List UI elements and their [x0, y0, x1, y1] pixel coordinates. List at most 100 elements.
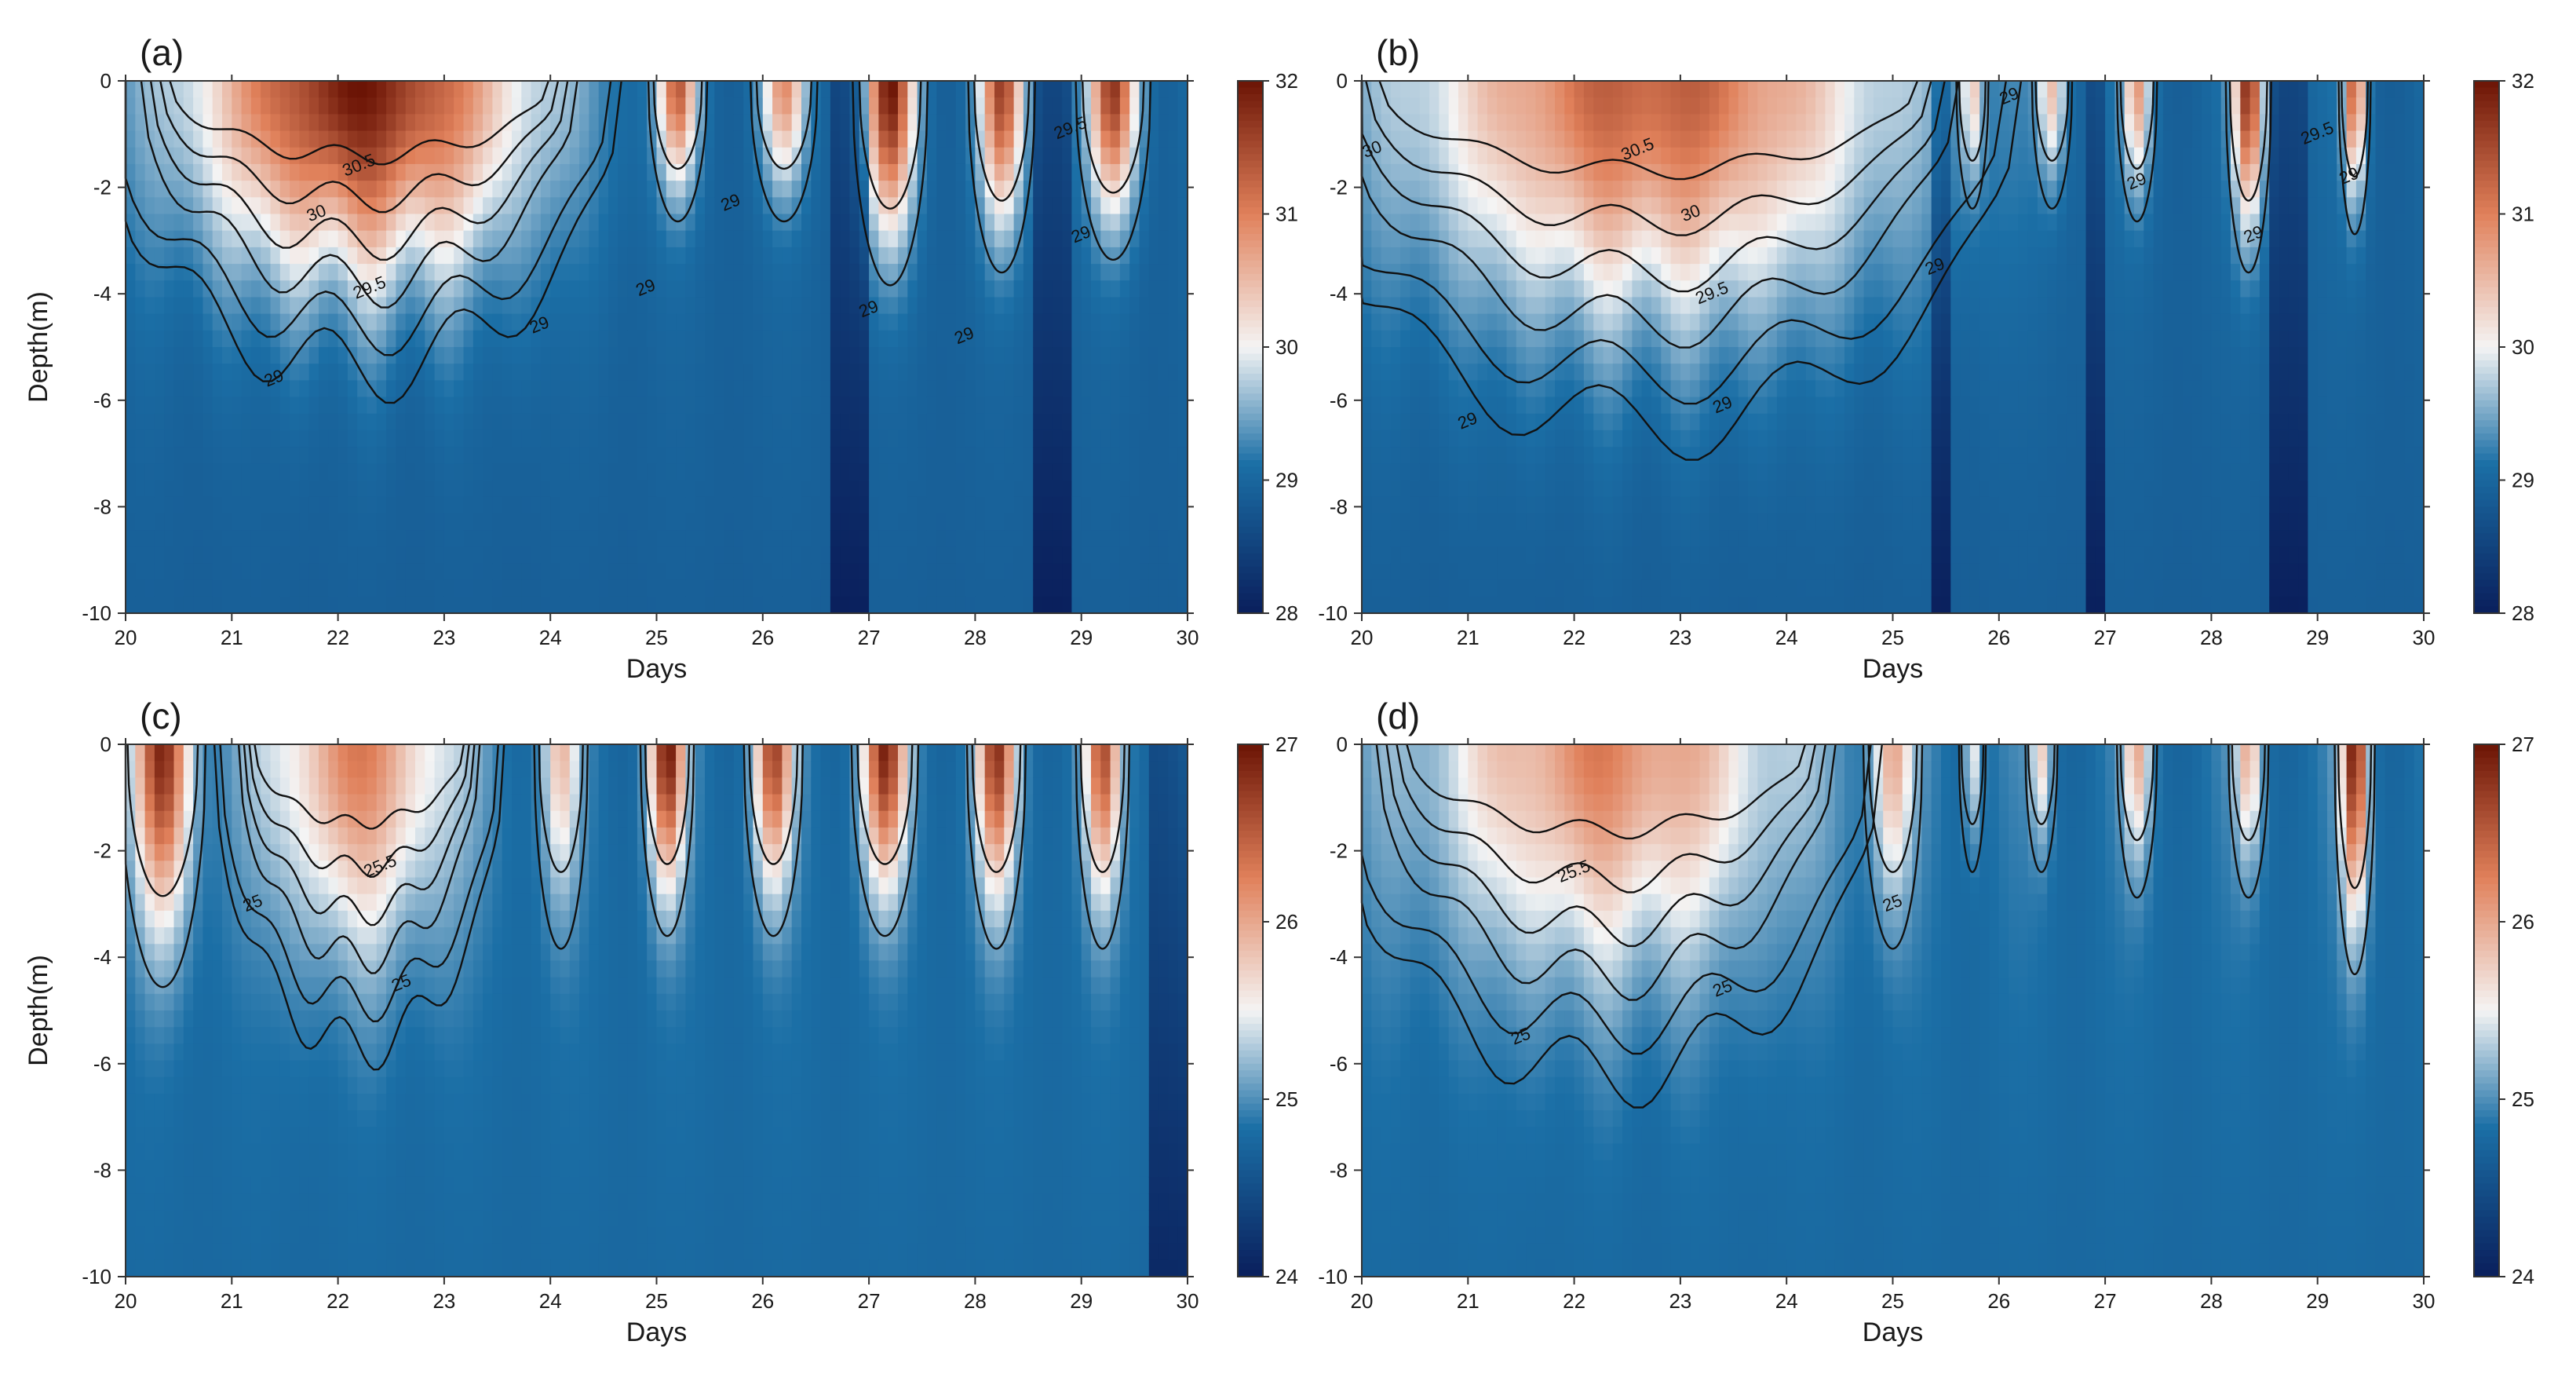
heatmap-cell [984, 330, 995, 348]
heatmap-cell [1168, 163, 1179, 181]
heatmap-cell [984, 563, 995, 581]
heatmap-cell [405, 463, 416, 481]
heatmap-cell [183, 97, 194, 115]
heatmap-cell [1448, 413, 1459, 431]
heatmap-cell [878, 313, 889, 331]
heatmap-cell [425, 513, 436, 531]
heatmap-cell [1738, 81, 1749, 98]
heatmap-cell [589, 114, 600, 132]
heatmap-cell [917, 81, 928, 98]
heatmap-cell [1119, 130, 1130, 148]
heatmap-cell [1139, 413, 1150, 431]
heatmap-cell [338, 530, 348, 547]
heatmap-cell [830, 330, 841, 348]
heatmap-cell [1419, 181, 1430, 198]
heatmap-cell [299, 413, 310, 431]
heatmap-cell [222, 447, 232, 464]
heatmap-cell [338, 429, 348, 448]
heatmap-cell [579, 396, 589, 415]
heatmap-cell [1139, 380, 1150, 398]
heatmap-cell [1033, 447, 1044, 464]
heatmap-cell [1690, 396, 1701, 415]
heatmap-cell [1661, 347, 1672, 364]
heatmap-cell [685, 530, 696, 547]
colorbar-swatch [1238, 533, 1263, 541]
heatmap-cell [1680, 480, 1691, 498]
heatmap-cell [1091, 447, 1101, 464]
heatmap-cell [898, 347, 908, 364]
heatmap-cell [1564, 297, 1575, 315]
heatmap-cell [1487, 530, 1498, 547]
heatmap-cell [1419, 280, 1430, 298]
heatmap-cell [1381, 563, 1392, 581]
heatmap-cell [869, 496, 879, 514]
heatmap-cell [1622, 97, 1633, 115]
heatmap-cell [483, 429, 493, 448]
heatmap-cell [290, 330, 300, 348]
heatmap-cell [724, 429, 735, 448]
heatmap-cell [656, 513, 667, 531]
heatmap-cell [1023, 297, 1034, 315]
heatmap-cell [975, 396, 986, 415]
heatmap-cell [1429, 429, 1439, 448]
heatmap-cell [859, 496, 870, 514]
heatmap-cell [319, 264, 329, 281]
heatmap-cell [782, 413, 793, 431]
heatmap-cell [1390, 596, 1401, 614]
heatmap-cell [1429, 97, 1439, 115]
heatmap-cell [946, 114, 957, 132]
heatmap-cell [135, 480, 146, 498]
heatmap-cell [193, 579, 203, 597]
heatmap-cell [203, 214, 213, 232]
heatmap-cell [1148, 396, 1159, 415]
heatmap-cell [1535, 297, 1546, 315]
heatmap-cell [1477, 230, 1488, 248]
heatmap-cell [743, 181, 754, 198]
heatmap-cell [1574, 530, 1585, 547]
heatmap-cell [618, 130, 629, 148]
heatmap-cell [1023, 447, 1034, 464]
heatmap-cell [386, 230, 396, 248]
heatmap-cell [1632, 163, 1643, 181]
heatmap-cell [1603, 396, 1614, 415]
heatmap-cell [279, 546, 290, 565]
heatmap-cell [840, 513, 851, 531]
heatmap-cell [1110, 147, 1121, 165]
heatmap-cell [1535, 480, 1546, 498]
heatmap-cell [222, 496, 232, 514]
heatmap-cell [1699, 579, 1710, 597]
heatmap-cell [454, 596, 465, 614]
heatmap-cell [1680, 530, 1691, 547]
heatmap-cell [946, 579, 957, 597]
heatmap-cell [714, 347, 725, 364]
colorbar-swatch [1238, 307, 1263, 315]
heatmap-cell [308, 396, 319, 415]
heatmap-cell [608, 130, 618, 148]
heatmap-cell [203, 130, 213, 148]
heatmap-cell [965, 480, 976, 498]
heatmap-cell [627, 330, 638, 348]
heatmap-cell [811, 313, 822, 331]
heatmap-cell [1583, 413, 1594, 431]
heatmap-cell [1719, 447, 1729, 464]
heatmap-cell [1091, 130, 1101, 148]
heatmap-cell [222, 114, 232, 132]
heatmap-cell [1574, 596, 1585, 614]
heatmap-cell [1506, 463, 1517, 481]
heatmap-cell [434, 480, 445, 498]
heatmap-cell [241, 579, 252, 597]
colorbar-swatch [1238, 107, 1263, 115]
heatmap-cell [791, 297, 802, 315]
heatmap-cell [1148, 147, 1159, 165]
heatmap-cell [791, 347, 802, 364]
heatmap-cell [1719, 230, 1729, 248]
heatmap-cell [212, 230, 223, 248]
heatmap-cell [290, 264, 300, 281]
heatmap-cell [1371, 364, 1382, 381]
heatmap-cell [463, 596, 474, 614]
heatmap-cell [1535, 280, 1546, 298]
heatmap-cell [965, 330, 976, 348]
heatmap-cell [1371, 163, 1382, 181]
heatmap-cell [1448, 396, 1459, 415]
heatmap-cell [193, 347, 203, 364]
